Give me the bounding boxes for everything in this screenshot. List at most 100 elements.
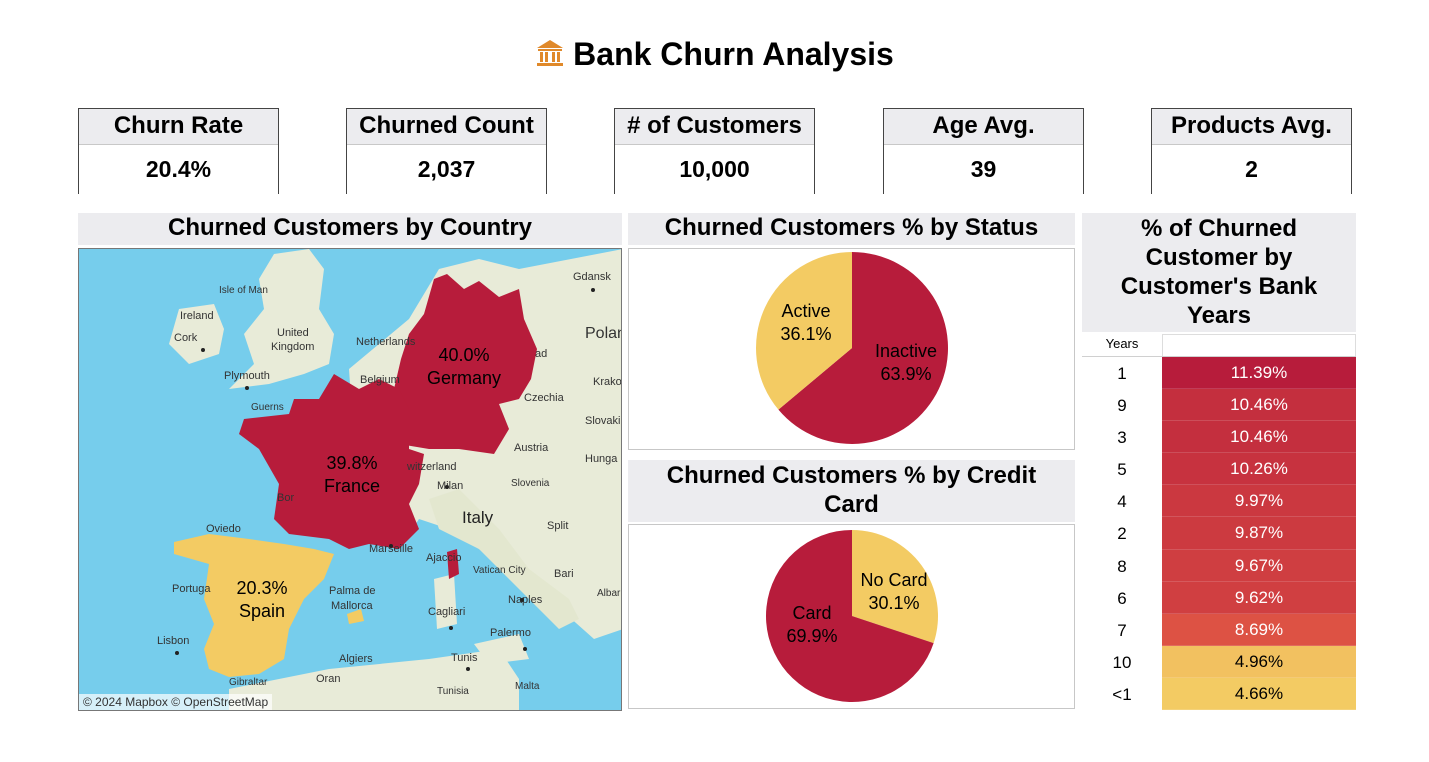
kpi-age-avg: Age Avg. 39 (883, 108, 1084, 194)
map-place-label: Naples (508, 594, 543, 606)
kpi-label: Churn Rate (79, 109, 278, 145)
table-row[interactable]: 3 10.46% (1082, 421, 1356, 454)
map-place-label: Ireland (180, 310, 214, 322)
country-spain (174, 534, 334, 677)
table-row[interactable]: 8 9.67% (1082, 549, 1356, 582)
status-pie-title: Churned Customers % by Status (628, 213, 1075, 245)
map-place-label: Gibraltar (229, 677, 268, 688)
pie-data-label: Active 36.1% (780, 301, 831, 344)
table-row[interactable]: <1 4.66% (1082, 677, 1356, 711)
map-attribution[interactable]: © 2024 Mapbox © OpenStreetMap (79, 694, 273, 710)
years-table: Years 1 11.39% 9 10.46% 3 10.46% 5 10.26% 4 9.97%… (1082, 334, 1356, 711)
pie-slice-active[interactable] (756, 252, 852, 410)
kpi-value: 39 (970, 156, 997, 182)
map-label-spain: 20.3% Spain (207, 577, 317, 623)
pie-slice-inactive[interactable] (778, 252, 948, 444)
map-place-label: Hunga (585, 453, 618, 465)
map-place-label: Oviedo (206, 523, 241, 535)
map-place-label: Lisbon (157, 635, 190, 647)
pie-data-label: Inactive 63.9% (875, 341, 937, 384)
map-place-label: Malta (515, 681, 540, 692)
map-place-label: Gdansk (573, 271, 611, 283)
years-table-title-box: % of Churned Customer by Customer's Bank… (1082, 213, 1356, 332)
map-place-label: Plymouth (224, 370, 270, 382)
germany-pct: 40.0% (438, 345, 490, 365)
map-place-label: Italy (462, 508, 494, 527)
table-row[interactable]: 2 9.87% (1082, 517, 1356, 550)
row-value-cell: 10.46% (1162, 421, 1356, 454)
table-row[interactable]: 7 8.69% (1082, 613, 1356, 646)
row-years: 6 (1117, 588, 1127, 608)
land-sicily (474, 634, 529, 664)
map-label-germany: 40.0% Germany (409, 344, 519, 390)
table-row[interactable]: 5 10.26% (1082, 453, 1356, 486)
map-place-label: Tunisia (437, 686, 469, 697)
country-map[interactable]: Isle of Man Ireland Cork United Kingdom … (78, 248, 622, 711)
row-years: 1 (1117, 364, 1127, 383)
card-pie-box: No Card 30.1% Card 69.9% (628, 524, 1075, 709)
row-value-cell: 9.67% (1162, 549, 1356, 582)
map-place-label: witzerland (407, 461, 457, 473)
map-place-label: Algiers (339, 653, 373, 665)
row-years: 7 (1117, 620, 1127, 640)
country-mallorca (347, 609, 364, 624)
map-place-label: Palma de (329, 585, 376, 597)
table-row[interactable]: 4 9.97% (1082, 485, 1356, 518)
kpi-label: Products Avg. (1152, 109, 1351, 145)
map-title: Churned Customers by Country (78, 213, 622, 245)
kpi-label: Age Avg. (884, 109, 1083, 145)
bank-icon (535, 38, 565, 76)
map-place-label: Netherlands (356, 336, 416, 348)
page-title-text: Bank Churn Analysis (573, 36, 894, 72)
value-column-header (1162, 334, 1356, 356)
pie-slice-no-card[interactable] (852, 530, 938, 644)
city-dot (523, 647, 527, 651)
map-canvas (169, 249, 621, 710)
kpi-customers: # of Customers 10,000 (614, 108, 815, 194)
map-place-label: Bari (554, 568, 574, 580)
map-place-label: Slovaki (585, 415, 621, 427)
country-corsica (447, 549, 459, 579)
years-table-title: % of Churned Customer by Customer's Bank… (1120, 215, 1318, 329)
kpi-value: 20.4% (145, 156, 212, 182)
map-label-france: 39.8% France (297, 452, 407, 498)
spain-pct: 20.3% (236, 578, 288, 598)
kpi-products-avg: Products Avg. 2 (1151, 108, 1352, 194)
map-place-label: Split (547, 520, 569, 532)
row-years: <1 (1112, 684, 1132, 704)
map-place-label: Krako (593, 376, 622, 388)
row-value-cell: 8.69% (1162, 613, 1356, 646)
row-value-cell: 11.39% (1162, 357, 1356, 390)
table-row[interactable]: 9 10.46% (1082, 389, 1356, 422)
map-place-label: Vatican City (473, 565, 526, 576)
pie-slice-card[interactable] (766, 530, 934, 702)
pie-data-label: Card 69.9% (786, 603, 837, 646)
land-britain (229, 249, 334, 389)
status-pie-box: Inactive 63.9% Active 36.1% (628, 248, 1075, 450)
pie-data-label: No Card 30.1% (860, 570, 927, 613)
france-pct: 39.8% (326, 453, 378, 473)
table-row[interactable]: 1 11.39% (1082, 357, 1356, 390)
row-years: 4 (1117, 492, 1127, 512)
years-column-header: Years (1105, 336, 1139, 351)
city-dot (520, 598, 524, 602)
row-years: 9 (1117, 396, 1127, 416)
row-value-cell: 10.26% (1162, 453, 1356, 486)
table-row[interactable]: 6 9.62% (1082, 581, 1356, 614)
kpi-label: Churned Count (347, 109, 546, 145)
card-pie-title-box: Churned Customers % by Credit Card (628, 460, 1075, 522)
table-row[interactable]: 10 4.96% (1082, 645, 1356, 678)
row-value-cell: 10.46% (1162, 389, 1356, 422)
map-place-label: Marseille (369, 543, 414, 555)
kpi-churn-rate: Churn Rate 20.4% (78, 108, 279, 194)
map-place-label: Isle of Man (219, 285, 268, 296)
map-place-label: Albar (597, 588, 621, 599)
kpi-churned-count: Churned Count 2,037 (346, 108, 547, 194)
map-place-label: Portuga (172, 583, 211, 595)
row-value-cell: 4.96% (1162, 645, 1356, 678)
city-dot (389, 544, 393, 548)
land-italy (429, 489, 579, 629)
row-value-cell: 4.66% (1162, 677, 1356, 711)
city-dot (449, 626, 453, 630)
land-ireland (169, 304, 224, 364)
